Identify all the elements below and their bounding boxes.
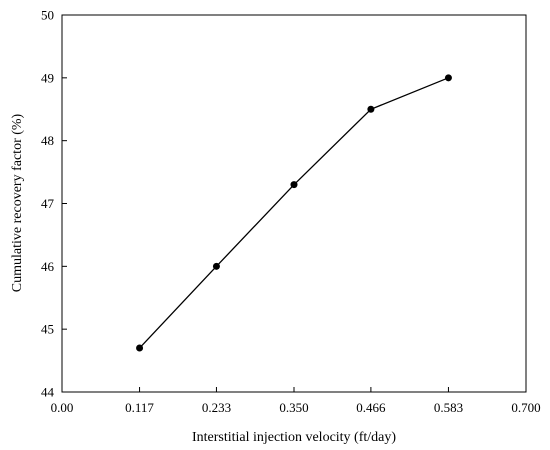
x-axis: 0.00 0.117 0.233 0.350 0.466 0.583 0.700 [51, 387, 541, 415]
y-tick-label: 50 [41, 8, 54, 23]
plot-frame [61, 14, 527, 393]
x-tick-label: 0.233 [202, 400, 231, 415]
data-point [212, 262, 220, 270]
x-tick-label: 0.117 [125, 400, 154, 415]
x-axis-label: Interstitial injection velocity (ft/day) [192, 430, 396, 445]
x-tick-label: 0.700 [511, 400, 540, 415]
y-tick-label: 48 [41, 133, 54, 148]
y-tick-label: 45 [41, 322, 54, 337]
x-tick-label: 0.00 [51, 400, 74, 415]
x-tick-label: 0.350 [279, 400, 308, 415]
y-tick-label: 44 [41, 385, 55, 400]
y-axis: 44 45 46 47 48 49 50 [41, 8, 67, 400]
x-tick-label: 0.583 [434, 400, 463, 415]
data-point [444, 74, 452, 82]
y-tick-label: 47 [41, 196, 55, 211]
x-tick-label: 0.466 [356, 400, 386, 415]
y-axis-label: Cumulative recovery factor (%) [10, 113, 25, 292]
series-line [139, 77, 449, 349]
y-tick-label: 49 [41, 70, 54, 85]
data-point [290, 181, 298, 189]
series-layer [136, 74, 452, 352]
y-tick-label: 46 [41, 259, 55, 274]
data-point [367, 105, 375, 113]
data-point [136, 344, 144, 352]
